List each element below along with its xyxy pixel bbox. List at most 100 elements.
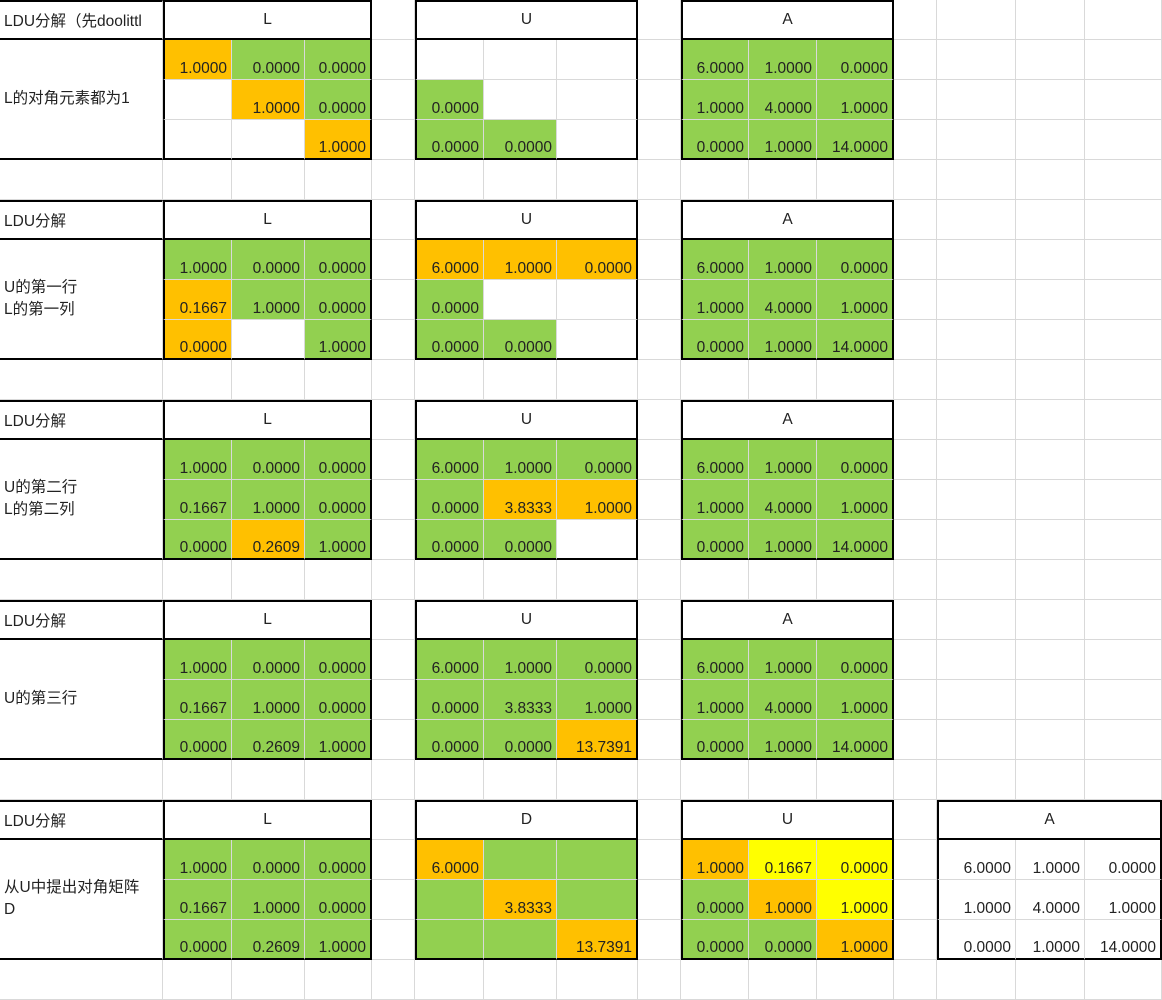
grid-cell[interactable] — [749, 160, 817, 200]
grid-cell[interactable] — [749, 760, 817, 800]
matrix-cell[interactable]: 0.0000 — [681, 720, 749, 760]
matrix-title-u[interactable]: U — [415, 600, 638, 640]
matrix-cell[interactable]: 0.0000 — [484, 320, 557, 360]
matrix-title-l[interactable]: L — [163, 600, 372, 640]
matrix-cell[interactable]: 14.0000 — [817, 320, 894, 360]
grid-cell[interactable] — [894, 680, 937, 720]
matrix-cell[interactable]: 0.0000 — [557, 440, 638, 480]
matrix-title-l[interactable]: L — [163, 0, 372, 40]
matrix-cell[interactable]: 0.0000 — [557, 640, 638, 680]
grid-cell[interactable] — [937, 440, 1016, 480]
matrix-cell[interactable] — [557, 80, 638, 120]
grid-cell[interactable] — [894, 920, 937, 960]
grid-cell[interactable] — [894, 760, 937, 800]
grid-cell[interactable] — [681, 760, 749, 800]
matrix-cell[interactable]: 0.0000 — [415, 720, 484, 760]
matrix-cell[interactable]: 0.0000 — [163, 320, 232, 360]
matrix-cell[interactable]: 0.0000 — [817, 240, 894, 280]
grid-cell[interactable] — [415, 360, 484, 400]
grid-cell[interactable] — [1016, 160, 1085, 200]
grid-cell[interactable] — [1085, 40, 1162, 80]
grid-cell[interactable] — [372, 680, 415, 720]
grid-cell[interactable] — [163, 960, 232, 1000]
grid-cell[interactable] — [681, 360, 749, 400]
matrix-cell[interactable]: 0.0000 — [681, 320, 749, 360]
matrix-cell[interactable]: 0.0000 — [305, 40, 372, 80]
matrix-cell[interactable]: 1.0000 — [749, 320, 817, 360]
grid-cell[interactable] — [415, 160, 484, 200]
grid-cell[interactable] — [1016, 0, 1085, 40]
matrix-title-a[interactable]: A — [681, 0, 894, 40]
matrix-cell[interactable]: 0.0000 — [305, 80, 372, 120]
grid-cell[interactable] — [1016, 200, 1085, 240]
grid-cell[interactable] — [1085, 640, 1162, 680]
grid-cell[interactable] — [1085, 480, 1162, 520]
matrix-cell[interactable]: 0.0000 — [484, 520, 557, 560]
grid-cell[interactable] — [937, 760, 1016, 800]
grid-cell[interactable] — [372, 320, 415, 360]
matrix-cell[interactable]: 1.0000 — [305, 720, 372, 760]
grid-cell[interactable] — [638, 480, 681, 520]
grid-cell[interactable] — [1085, 0, 1162, 40]
matrix-cell[interactable]: 1.0000 — [681, 840, 749, 880]
matrix-cell[interactable]: 1.0000 — [557, 680, 638, 720]
matrix-cell[interactable]: 0.0000 — [415, 520, 484, 560]
matrix-cell[interactable]: 0.0000 — [681, 120, 749, 160]
grid-cell[interactable] — [1016, 360, 1085, 400]
grid-cell[interactable] — [937, 600, 1016, 640]
matrix-cell[interactable]: 1.0000 — [163, 40, 232, 80]
grid-cell[interactable] — [638, 520, 681, 560]
matrix-cell[interactable]: 13.7391 — [557, 720, 638, 760]
grid-cell[interactable] — [415, 960, 484, 1000]
grid-cell[interactable] — [1016, 520, 1085, 560]
grid-cell[interactable] — [937, 480, 1016, 520]
grid-cell[interactable] — [1085, 720, 1162, 760]
grid-cell[interactable] — [415, 560, 484, 600]
grid-cell[interactable] — [894, 240, 937, 280]
matrix-cell[interactable]: 1.0000 — [681, 80, 749, 120]
grid-cell[interactable] — [894, 960, 937, 1000]
matrix-cell[interactable]: 6.0000 — [415, 440, 484, 480]
grid-cell[interactable] — [372, 0, 415, 40]
grid-cell[interactable] — [638, 960, 681, 1000]
grid-cell[interactable] — [638, 720, 681, 760]
grid-cell[interactable] — [1016, 600, 1085, 640]
matrix-cell[interactable]: 0.0000 — [163, 520, 232, 560]
matrix-cell[interactable]: 0.0000 — [937, 920, 1016, 960]
matrix-title-l[interactable]: L — [163, 800, 372, 840]
matrix-cell[interactable]: 6.0000 — [681, 240, 749, 280]
grid-cell[interactable] — [1085, 400, 1162, 440]
matrix-cell[interactable]: 4.0000 — [749, 80, 817, 120]
matrix-cell[interactable] — [557, 320, 638, 360]
grid-cell[interactable] — [484, 960, 557, 1000]
grid-cell[interactable] — [372, 480, 415, 520]
matrix-cell[interactable] — [484, 840, 557, 880]
grid-cell[interactable] — [638, 880, 681, 920]
grid-cell[interactable] — [894, 640, 937, 680]
matrix-cell[interactable]: 1.0000 — [817, 920, 894, 960]
grid-cell[interactable] — [681, 960, 749, 1000]
grid-cell[interactable] — [372, 440, 415, 480]
matrix-cell[interactable]: 6.0000 — [937, 840, 1016, 880]
grid-cell[interactable] — [1016, 40, 1085, 80]
grid-cell[interactable] — [638, 240, 681, 280]
matrix-cell[interactable] — [557, 880, 638, 920]
grid-cell[interactable] — [638, 360, 681, 400]
matrix-cell[interactable]: 1.0000 — [1016, 920, 1085, 960]
matrix-title-a[interactable]: A — [937, 800, 1162, 840]
matrix-cell[interactable]: 0.0000 — [681, 880, 749, 920]
grid-cell[interactable] — [1016, 320, 1085, 360]
matrix-cell[interactable]: 1.0000 — [557, 480, 638, 520]
grid-cell[interactable] — [937, 400, 1016, 440]
matrix-cell[interactable]: 1.0000 — [937, 880, 1016, 920]
grid-cell[interactable] — [1016, 120, 1085, 160]
grid-cell[interactable] — [638, 120, 681, 160]
matrix-cell[interactable]: 6.0000 — [681, 640, 749, 680]
grid-cell[interactable] — [894, 200, 937, 240]
matrix-cell[interactable]: 0.1667 — [163, 880, 232, 920]
grid-cell[interactable] — [372, 160, 415, 200]
grid-cell[interactable] — [372, 400, 415, 440]
grid-cell[interactable] — [937, 560, 1016, 600]
grid-cell[interactable] — [372, 520, 415, 560]
